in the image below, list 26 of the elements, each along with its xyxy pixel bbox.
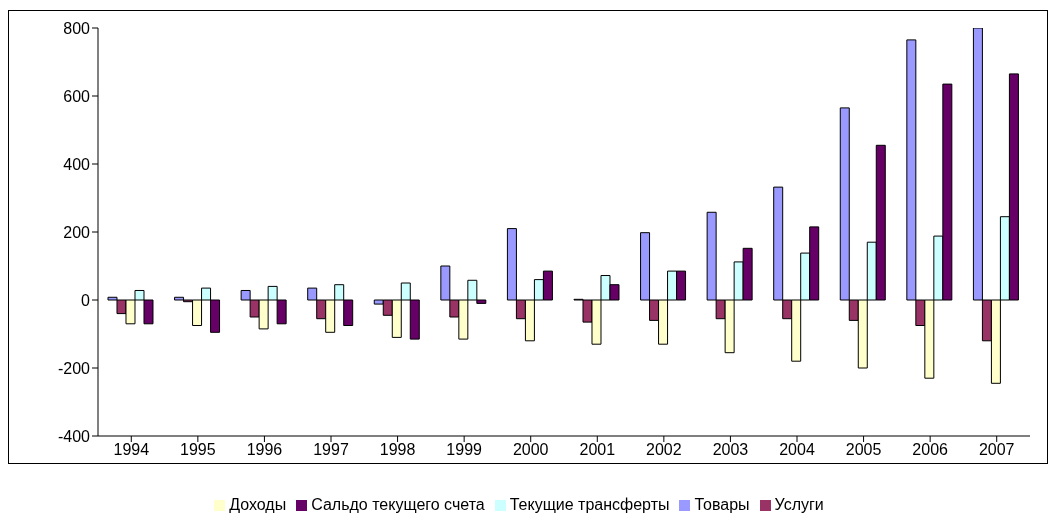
y-tick-label: 200 <box>63 223 91 241</box>
x-tick-label: 2005 <box>845 441 882 459</box>
y-tick-label: 0 <box>81 291 91 309</box>
x-tick-label: 2004 <box>779 441 815 459</box>
y-tick-label: -200 <box>57 359 91 377</box>
legend-label: Товары <box>694 496 750 513</box>
y-tick-label: 600 <box>63 87 91 105</box>
x-tick-label: 2001 <box>579 441 616 459</box>
x-tick-label: 1995 <box>180 441 216 459</box>
x-tick-label: 2006 <box>912 441 949 459</box>
x-tick-label: 2007 <box>978 441 1015 459</box>
x-tick-label: 1997 <box>313 441 349 459</box>
legend-label: Услуги <box>774 496 824 513</box>
x-tick-label: 1996 <box>246 441 283 459</box>
x-tick-label: 2002 <box>646 441 682 459</box>
y-tick-label: 800 <box>63 19 91 37</box>
y-tick-label: 400 <box>63 155 91 173</box>
legend-label: Доходы <box>229 496 287 513</box>
y-tick-label: -400 <box>57 427 91 445</box>
x-tick-label: 2000 <box>512 441 549 459</box>
legend-label: Сальдо текущего счета <box>311 496 485 513</box>
x-tick-label: 1998 <box>379 441 416 459</box>
x-tick-label: 1994 <box>113 441 150 459</box>
x-tick-label: 1999 <box>446 441 483 459</box>
legend-label: Текущие трансферты <box>509 496 670 513</box>
x-tick-label: 2003 <box>712 441 749 459</box>
